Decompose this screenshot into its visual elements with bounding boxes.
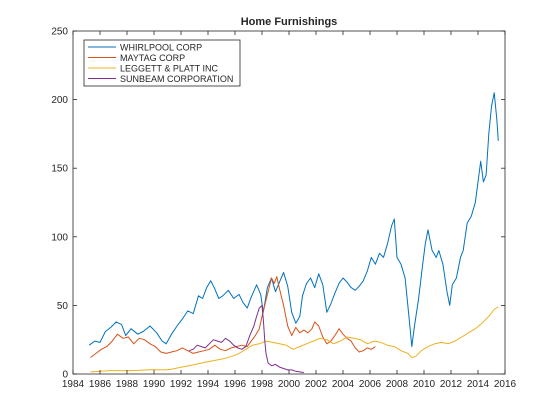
x-tick-label: 1984 [62,379,85,390]
x-tick-label: 2012 [440,379,463,390]
legend-label-3: SUNBEAM CORPORATION [120,74,233,84]
series-line-2 [90,306,499,373]
x-tick-label: 2016 [494,379,517,390]
y-tick-label: 150 [51,164,68,175]
x-tick-label: 2004 [332,379,355,390]
legend-label-2: LEGGETT & PLATT INC [120,64,219,74]
y-tick-label: 250 [51,27,68,38]
x-tick-label: 1988 [116,379,139,390]
plot-area [88,92,499,374]
x-tick-label: 2014 [467,379,490,390]
x-tick-label: 1994 [197,379,220,390]
y-tick-label: 50 [57,301,69,312]
legend-label-0: WHIRLPOOL CORP [120,43,202,53]
chart-title: Home Furnishings [241,16,338,28]
x-tick-label: 1996 [224,379,247,390]
series-line-0 [88,92,499,348]
x-tick-label: 2010 [413,379,436,390]
x-tick-label: 1998 [251,379,274,390]
axes: 1984 1986 1988 1990 1992 1994 1996 1998 2000 2002… [51,27,516,391]
y-tick-label: 100 [51,232,68,243]
series-line-1 [90,276,376,358]
y-tick-label: 200 [51,95,68,106]
x-tick-label: 2002 [305,379,328,390]
x-tick-label: 2006 [359,379,382,390]
series-line-3 [188,304,304,374]
x-tick-label: 1990 [143,379,166,390]
x-tick-label: 1986 [89,379,112,390]
legend-label-1: MAYTAG CORP [120,53,185,63]
y-tick-label: 0 [62,370,68,381]
series-lines [88,92,499,374]
x-tick-label: 2008 [386,379,409,390]
x-tick-label: 2000 [278,379,301,390]
x-tick-label: 1992 [170,379,193,390]
